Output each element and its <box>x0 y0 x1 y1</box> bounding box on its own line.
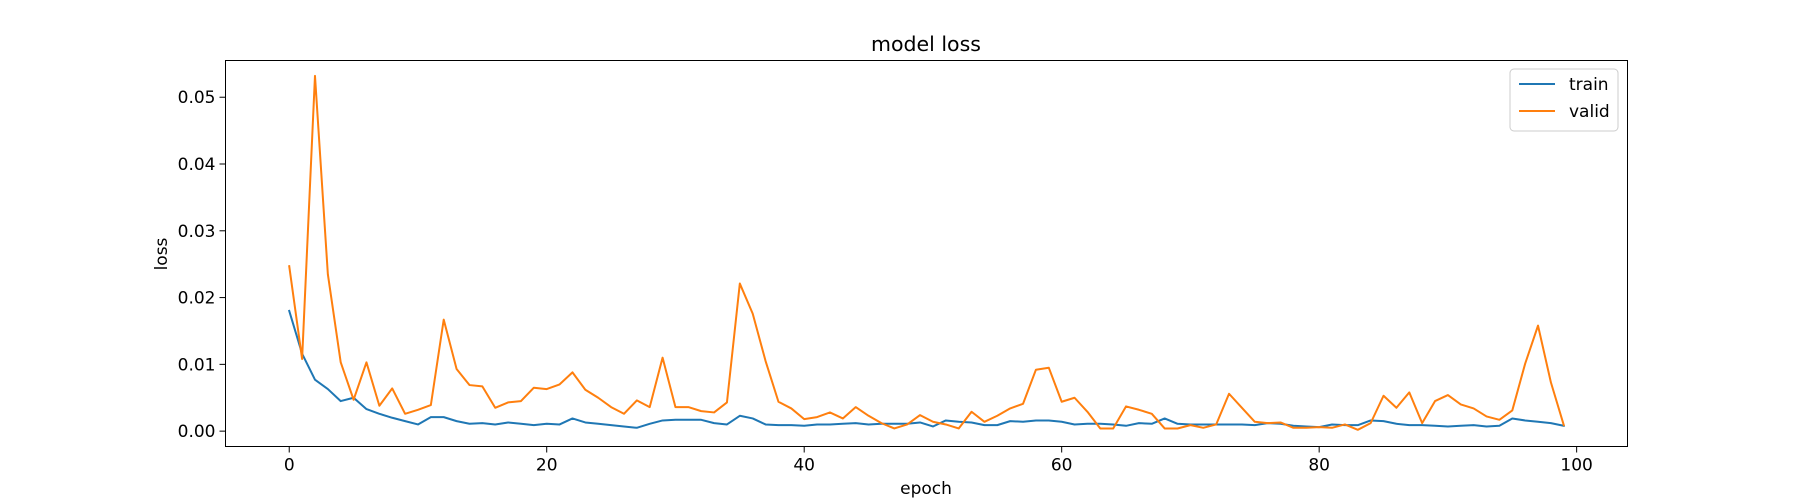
y-axis-title: loss <box>152 237 172 270</box>
x-axis-title: epoch <box>900 479 952 499</box>
plot-frame <box>225 60 1628 447</box>
x-tick-label: 20 <box>536 456 558 476</box>
series-line-valid <box>288 74 1566 431</box>
x-tick-label: 60 <box>1051 456 1073 476</box>
y-tick-label: 0.03 <box>178 222 216 242</box>
y-axis-ticks: 0.00 0.01 0.02 0.03 0.04 0.05 <box>178 88 226 442</box>
x-tick-label: 100 <box>1560 456 1592 476</box>
series-line-train <box>287 309 1565 429</box>
legend-label-train: train <box>1569 75 1609 95</box>
y-tick-label: 0.00 <box>178 422 216 442</box>
x-tick-label: 80 <box>1308 456 1330 476</box>
legend: train valid <box>1509 68 1619 132</box>
series-lines <box>287 74 1566 431</box>
y-tick-label: 0.01 <box>178 355 216 375</box>
x-tick-label: 40 <box>793 456 815 476</box>
legend-label-valid: valid <box>1569 102 1610 122</box>
y-tick-label: 0.04 <box>178 155 216 175</box>
chart-title: model loss <box>871 32 981 56</box>
plot-area <box>225 60 1628 447</box>
y-tick-label: 0.05 <box>178 88 216 108</box>
x-tick-label: 0 <box>284 456 295 476</box>
y-tick-label: 0.02 <box>178 289 216 309</box>
x-axis-ticks: 0 20 40 60 80 100 <box>284 446 1593 476</box>
